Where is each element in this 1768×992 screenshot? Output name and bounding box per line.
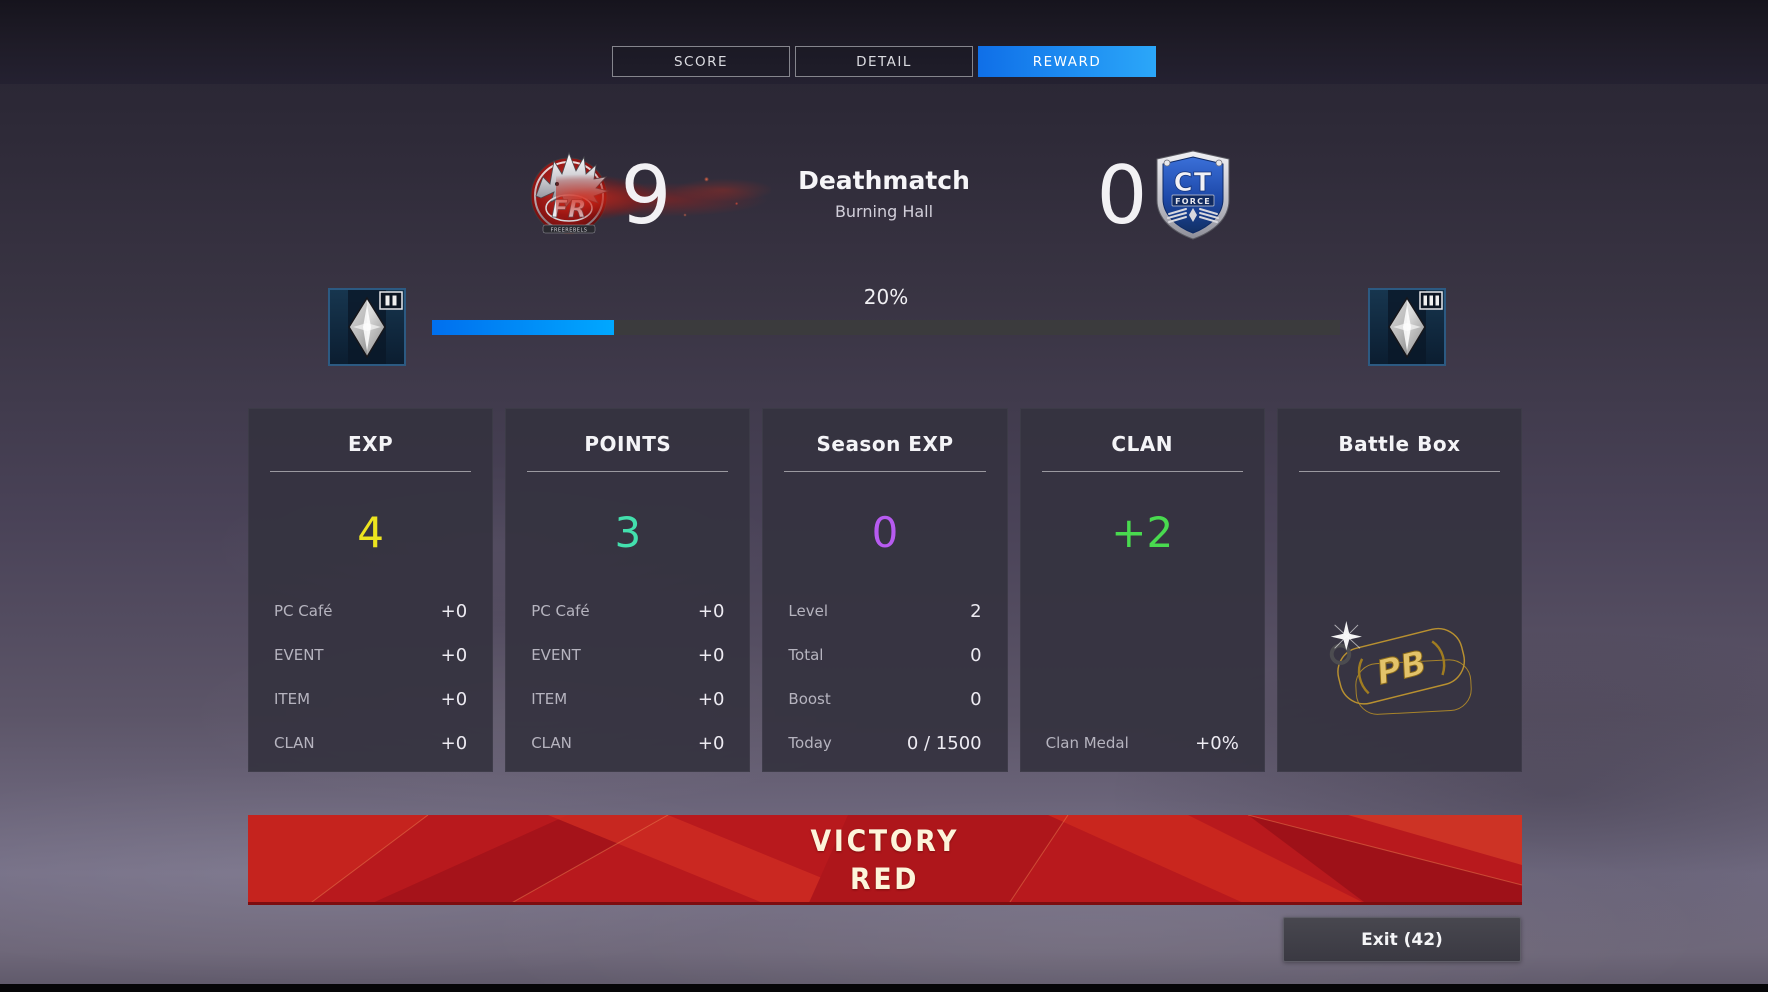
card-row-value: +0 (697, 732, 725, 754)
card-row-label: CLAN (531, 734, 572, 752)
match-info: Deathmatch Burning Hall (0, 166, 1768, 221)
card-rows: PC Café +0 EVENT +0 ITEM +0 CLAN +0 (248, 589, 493, 765)
card-row-value: 0 (970, 644, 982, 666)
card-divider (270, 471, 472, 472)
tab-reward[interactable]: REWARD (978, 46, 1156, 77)
red-team-score: 9 (620, 149, 672, 242)
card-row: Boost 0 (762, 677, 1007, 721)
card-row-label: Clan Medal (1045, 734, 1129, 752)
card-row-value: +0 (440, 732, 468, 754)
card-row-label: PC Café (274, 602, 333, 620)
map-name: Burning Hall (834, 202, 934, 221)
card-row-label: ITEM (274, 690, 311, 708)
card-row-label: EVENT (274, 646, 324, 664)
result-text: VICTORY RED (248, 815, 1522, 905)
card-row: CLAN +0 (505, 721, 750, 765)
card-rows: PC Café +0 EVENT +0 ITEM +0 CLAN +0 (505, 589, 750, 765)
progress-fill (432, 320, 614, 335)
reward-card-exp: EXP 4 PC Café +0 EVENT +0 ITEM +0 CLAN +0 (248, 408, 494, 772)
tab-detail[interactable]: DETAIL (795, 46, 973, 77)
wings-icon (1167, 208, 1219, 223)
card-row-label: Total (788, 646, 824, 664)
card-row-value: +0% (1195, 732, 1239, 754)
card-title: Battle Box (1338, 432, 1461, 456)
svg-text:CT: CT (1174, 168, 1213, 198)
exp-progress-percent: 20% (863, 285, 909, 309)
reward-cards: EXP 4 PC Café +0 EVENT +0 ITEM +0 CLAN +0 (248, 408, 1523, 772)
card-row: Total 0 (762, 633, 1007, 677)
blue-team-logo-icon: CT FORCE (1156, 150, 1230, 240)
card-row-label: PC Café (531, 602, 590, 620)
card-row: CLAN +0 (248, 721, 493, 765)
tab-score[interactable]: SCORE (612, 46, 790, 77)
card-value: 4 (357, 508, 384, 557)
bottom-strip (0, 984, 1768, 992)
exit-button[interactable]: Exit (42) (1283, 917, 1521, 962)
card-value: 3 (614, 508, 642, 557)
card-row-value: +0 (697, 644, 725, 666)
reward-card-clan: CLAN +2 Clan Medal +0% (1019, 408, 1265, 772)
card-row-label: Today (788, 734, 832, 752)
card-row-value: +0 (697, 688, 725, 710)
card-row-value: +0 (440, 688, 468, 710)
card-divider (527, 471, 729, 472)
blue-team-score: 0 (1096, 149, 1148, 242)
sparkle-icon (1331, 621, 1363, 651)
card-row-value: 0 / 1500 (906, 732, 982, 754)
card-title: CLAN (1111, 432, 1174, 456)
exp-progress-bar (432, 320, 1340, 335)
card-title: POINTS (584, 432, 672, 456)
reward-card-points: POINTS 3 PC Café +0 EVENT +0 ITEM +0 CLAN +0 (505, 408, 751, 772)
card-rows: Clan Medal +0% (1020, 721, 1265, 765)
result-tabs: SCORE DETAIL REWARD (612, 46, 1156, 77)
card-row-value: +0 (697, 600, 725, 622)
card-title: EXP (347, 432, 394, 456)
card-row: EVENT +0 (505, 633, 750, 677)
rank-ii-icon (328, 288, 406, 366)
red-particle-streak (556, 158, 771, 234)
card-row-value: 2 (970, 600, 982, 622)
card-row-label: EVENT (531, 646, 581, 664)
card-row: EVENT +0 (248, 633, 493, 677)
card-row-value: 0 (970, 688, 982, 710)
card-rows: Level 2 Total 0 Boost 0 Today 0 / 1500 (762, 589, 1007, 765)
card-row-label: Level (788, 602, 829, 620)
card-row-label: ITEM (531, 690, 568, 708)
svg-text:FORCE: FORCE (1175, 197, 1211, 206)
gold-dog-tag-icon: PB (1330, 621, 1473, 715)
top-bar: SCORE DETAIL REWARD (0, 0, 1768, 84)
reward-card-battle-box: Battle Box (1276, 408, 1523, 772)
reward-card-season-exp: Season EXP 0 Level 2 Total 0 Boost 0 Today 0 / … (762, 408, 1008, 772)
card-row-label: Boost (788, 690, 831, 708)
victory-banner: VICTORY RED (248, 815, 1522, 905)
svg-text:PB: PB (1373, 642, 1431, 692)
card-row: PC Café +0 (505, 589, 750, 633)
card-row: PC Café +0 (248, 589, 493, 633)
card-divider (1041, 471, 1243, 472)
card-divider (1298, 471, 1501, 472)
card-row: Today 0 / 1500 (762, 721, 1007, 765)
card-row-value: +0 (440, 600, 468, 622)
card-value: 0 (871, 508, 899, 557)
card-row: ITEM +0 (248, 677, 493, 721)
rank-iii-icon (1368, 288, 1446, 366)
card-value: +2 (1111, 508, 1174, 557)
banner-background (248, 815, 1522, 905)
card-row-value: +0 (440, 644, 468, 666)
card-title: Season EXP (816, 432, 954, 456)
card-divider (784, 471, 986, 472)
card-row: Level 2 (762, 589, 1007, 633)
card-row-label: CLAN (274, 734, 315, 752)
result-title: VICTORY (810, 824, 960, 858)
card-row: ITEM +0 (505, 677, 750, 721)
winning-team: RED (850, 862, 920, 896)
card-row: Clan Medal +0% (1020, 721, 1265, 765)
game-mode: Deathmatch (798, 166, 970, 195)
